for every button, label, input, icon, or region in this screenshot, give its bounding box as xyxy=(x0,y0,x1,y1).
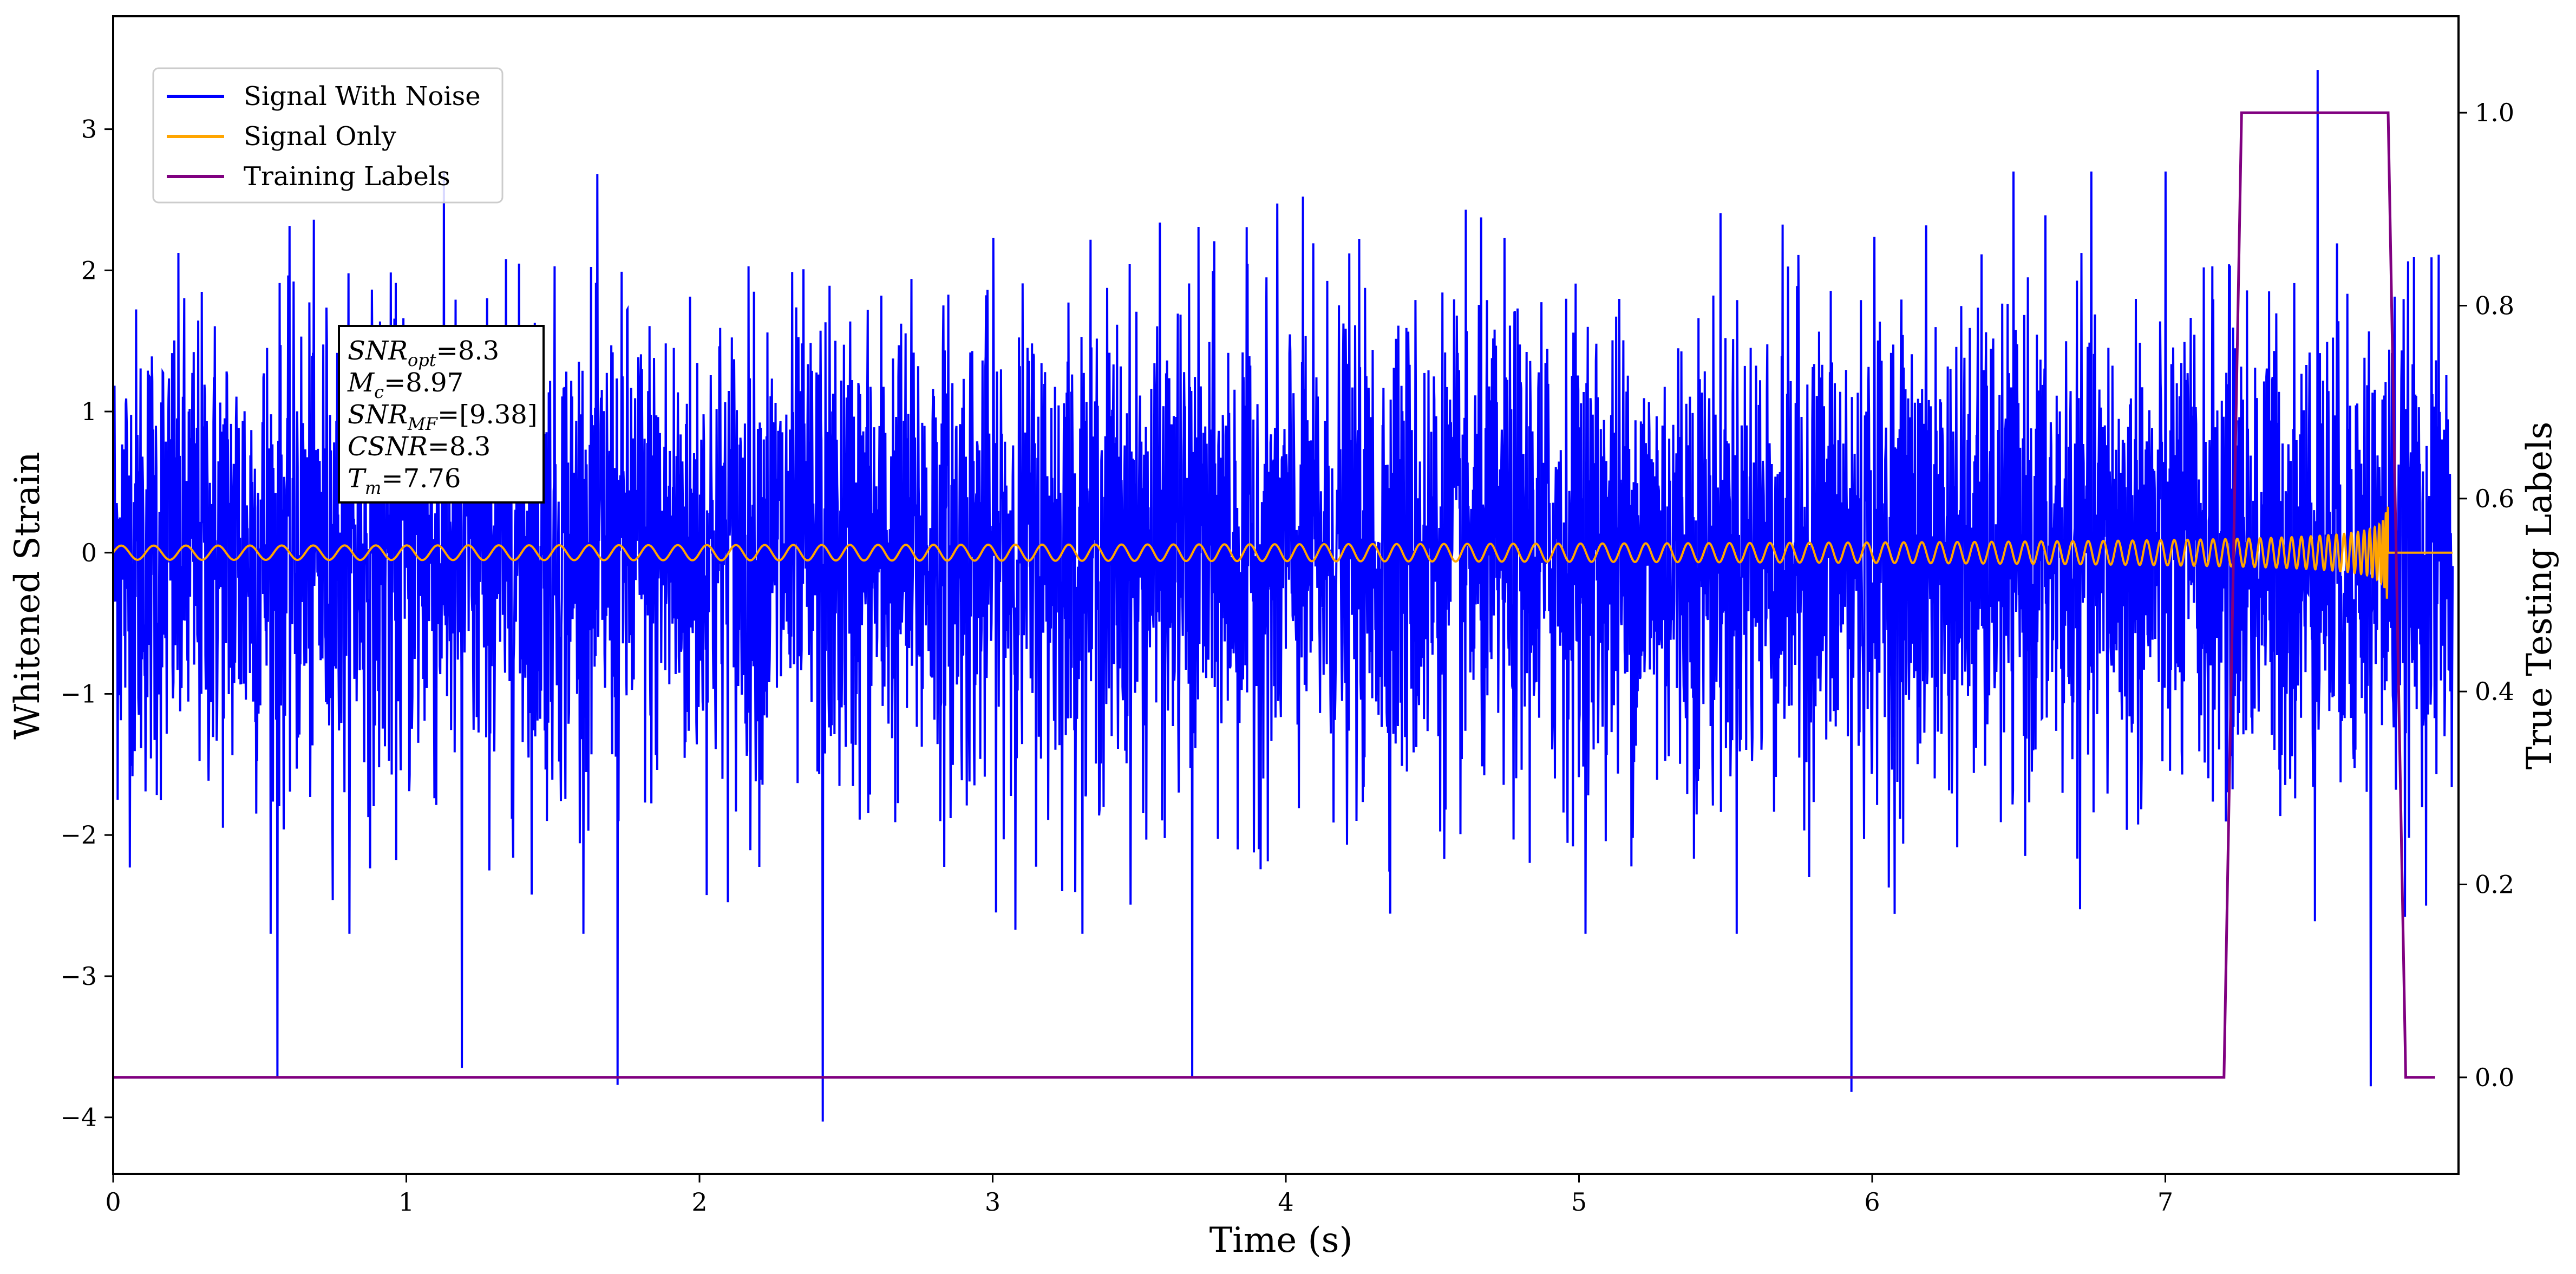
y-tick-label: −1 xyxy=(60,680,97,709)
info-box: SNRopt=8.3Mc=8.97SNRMF=[9.38]CSNR=8.3Tm=… xyxy=(338,325,545,504)
x-tick-label: 1 xyxy=(398,1187,414,1217)
y-right-tick-label: 0.4 xyxy=(2475,677,2514,706)
series-training-labels xyxy=(113,111,2435,1079)
x-axis: 0 1 2 3 4 5 6 7 xyxy=(105,1174,2173,1217)
legend-label-signal-with-noise: Signal With Noise xyxy=(244,81,481,112)
info-line: SNRopt=8.3 xyxy=(348,336,499,370)
y-axis-right: 0.0 0.2 0.4 0.6 0.8 1.0 xyxy=(2459,98,2514,1092)
series-signal-only xyxy=(113,506,2453,599)
y-right-tick-label: 1.0 xyxy=(2475,98,2514,127)
y-tick-label: −4 xyxy=(60,1103,97,1132)
y-tick-label: −3 xyxy=(60,962,97,991)
y-right-tick-label: 0.6 xyxy=(2475,484,2514,513)
x-axis-label: Time (s) xyxy=(1209,1220,1353,1260)
training-labels-line xyxy=(113,111,2435,1079)
y-tick-label: 0 xyxy=(81,538,97,567)
legend-label-signal-only: Signal Only xyxy=(244,121,396,152)
x-tick-label: 7 xyxy=(2157,1187,2173,1217)
y-tick-label: −2 xyxy=(60,820,97,850)
y-right-tick-label: 0.8 xyxy=(2475,291,2514,321)
legend-frame xyxy=(152,67,504,204)
info-line: SNRMF=[9.38] xyxy=(348,400,538,434)
info-line: Mc=8.97 xyxy=(347,368,463,402)
info-line: CSNR=8.3 xyxy=(348,432,491,462)
y-axis-right-label: True Testing Labels xyxy=(2520,422,2560,770)
x-tick-label: 0 xyxy=(105,1187,121,1217)
y-right-tick-label: 0.0 xyxy=(2475,1063,2514,1092)
info-line: Tm=7.76 xyxy=(348,463,461,498)
y-tick-label: 3 xyxy=(81,115,97,144)
x-tick-label: 5 xyxy=(1571,1187,1587,1217)
signal-only-line xyxy=(113,506,2453,599)
y-axis-label: Whitened Strain xyxy=(8,452,48,739)
series-signal-with-noise xyxy=(113,70,2454,1122)
x-tick-label: 3 xyxy=(985,1187,1001,1217)
legend-label-training-labels: Training Labels xyxy=(244,161,450,192)
x-tick-label: 4 xyxy=(1278,1187,1293,1217)
x-tick-label: 2 xyxy=(691,1187,707,1217)
plot-area xyxy=(113,70,2454,1122)
y-right-tick-label: 0.2 xyxy=(2475,870,2514,899)
y-tick-label: 1 xyxy=(81,397,97,426)
info-box-frame xyxy=(338,325,545,504)
y-axis-left: −4 −3 −2 −1 0 1 2 3 xyxy=(60,115,113,1132)
signal-with-noise-line xyxy=(113,70,2454,1122)
y-tick-label: 2 xyxy=(81,256,97,285)
legend: Signal With Noise Signal Only Training L… xyxy=(152,67,504,204)
x-tick-label: 6 xyxy=(1864,1187,1880,1217)
